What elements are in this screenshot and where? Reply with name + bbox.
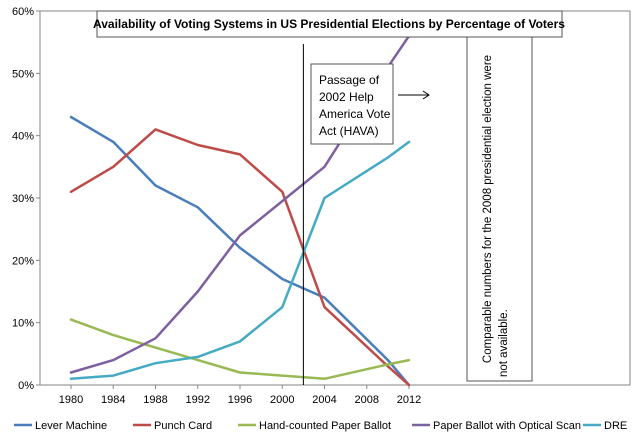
x-tick-label: 1988 — [143, 394, 167, 406]
x-tick-label: 2004 — [312, 394, 336, 406]
series-line-lever-machine — [69, 115, 411, 387]
y-tick-label: 20% — [12, 255, 34, 267]
axes: 0% 10% 20% 30% 40% 50% 60% 1980 1984 1988 1992 1996… — [12, 6, 631, 406]
y-tick-label: 40% — [12, 131, 34, 143]
x-tick-label: 2000 — [270, 394, 294, 406]
chart-title-box — [96, 10, 563, 38]
series-line-hand-counted-paper-ballot — [69, 318, 411, 381]
chart-title: Availability of Voting Systems in US Pre… — [93, 17, 565, 31]
legend-label: DRE — [604, 420, 627, 432]
legend-label: Paper Ballot with Optical Scan — [433, 420, 581, 432]
legend-label: Punch Card — [154, 420, 212, 432]
note-2008-line: Comparable numbers for the 2008 presiden… — [482, 55, 494, 363]
x-tick-label: 2008 — [355, 394, 379, 406]
series-lines — [69, 34, 411, 387]
chart-title-group: Availability of Voting Systems in US Pre… — [93, 10, 565, 38]
x-tick-label: 1996 — [228, 394, 252, 406]
series-line-punch-card — [69, 128, 411, 387]
x-tick-label: 1980 — [59, 394, 83, 406]
note-2008-line: not available. — [498, 309, 510, 377]
hava-arrow-head — [422, 90, 430, 100]
legend-label: Hand-counted Paper Ballot — [259, 420, 391, 432]
series-line-dre — [69, 140, 411, 381]
y-tick-label: 60% — [12, 6, 34, 18]
note-2008-box — [466, 36, 533, 382]
hava-annotation-line: Act (HAVA) — [319, 124, 379, 138]
y-tick-label: 30% — [12, 193, 34, 205]
y-tick-label: 0% — [18, 380, 34, 392]
y-tick-label: 50% — [12, 68, 34, 80]
annotations: Passage of 2002 Help America Vote Act (HAVA… — [302, 36, 533, 385]
hava-annotation-box — [310, 63, 394, 145]
legend: Lever Machine Punch Card Hand-counted Pape… — [14, 420, 627, 432]
y-tick-label: 10% — [12, 318, 34, 330]
legend-label: Lever Machine — [35, 420, 107, 432]
x-tick-label: 1984 — [101, 394, 125, 406]
hava-annotation-line: 2002 Help — [319, 90, 374, 104]
hava-annotation-line: Passage of — [319, 73, 380, 87]
hava-annotation-line: America Vote — [319, 107, 391, 121]
x-tick-label: 1992 — [186, 394, 210, 406]
x-tick-label: 2012 — [397, 394, 421, 406]
